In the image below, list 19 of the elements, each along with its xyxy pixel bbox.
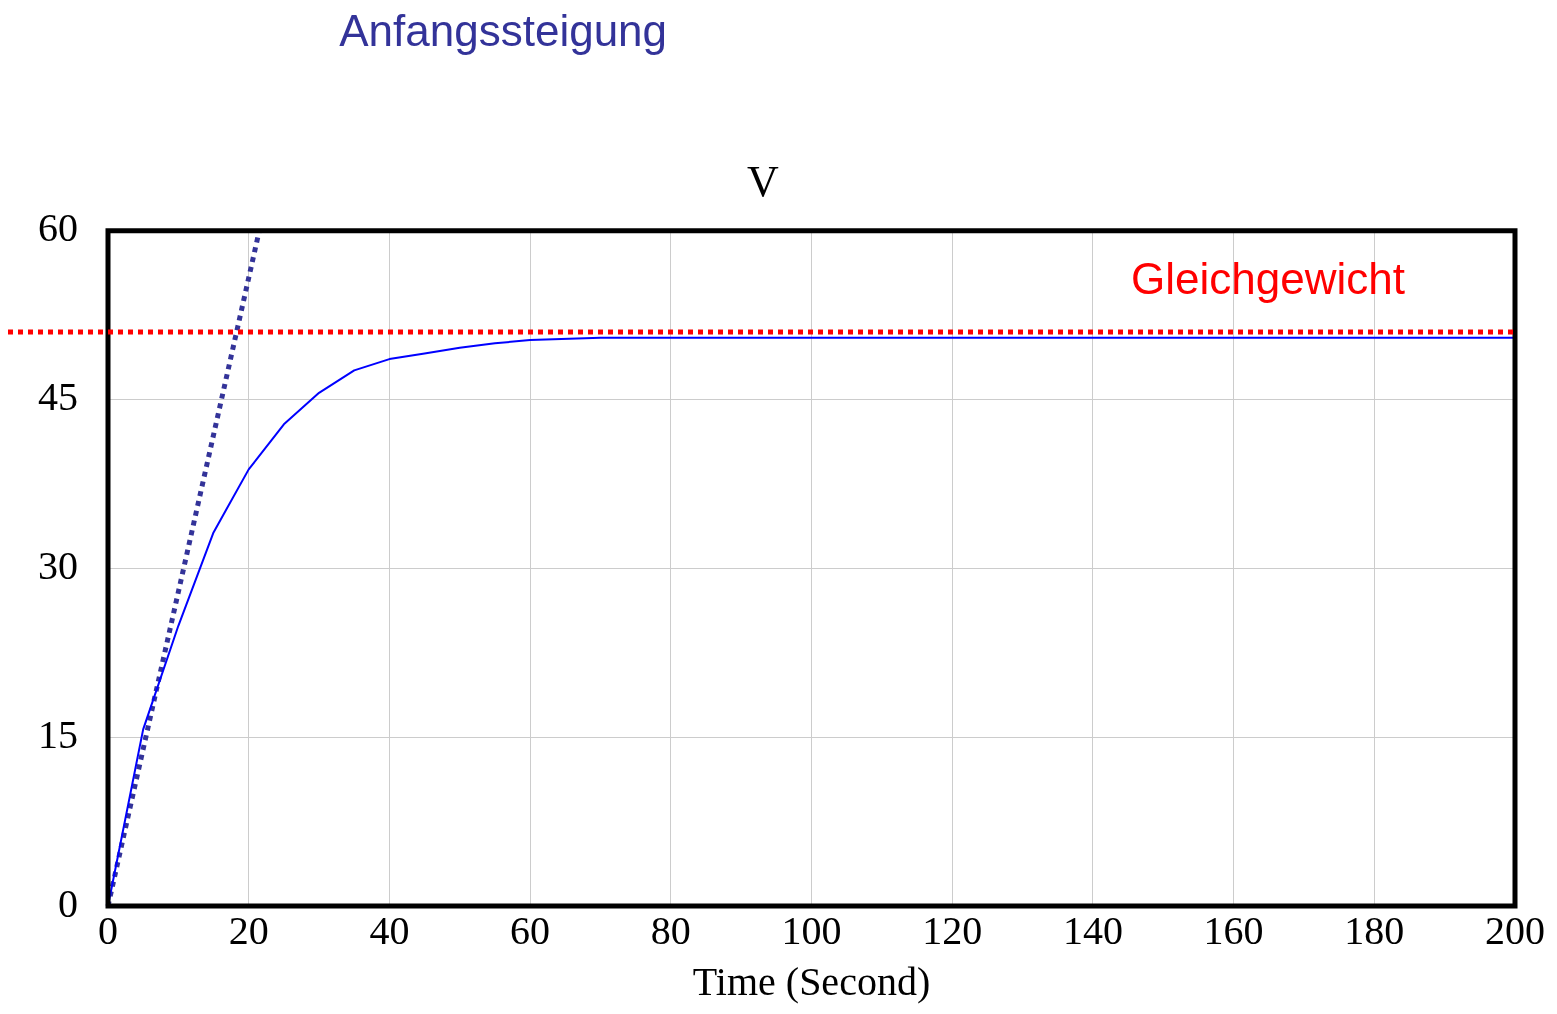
y-tick-label: 15: [38, 711, 78, 757]
ref-line-label: Gleichgewicht: [1131, 254, 1405, 304]
chart-title: V: [747, 156, 780, 206]
x-tick-label: 20: [228, 907, 269, 953]
x-tick-label: 180: [1344, 907, 1405, 953]
x-tick-label: 60: [510, 907, 551, 953]
x-tick-label: 40: [369, 907, 410, 953]
x-tick-label: 160: [1203, 907, 1264, 953]
x-tick-label: 0: [98, 907, 118, 953]
x-tick-label: 80: [650, 907, 691, 953]
x-tick-label: 120: [922, 907, 983, 953]
x-tick-label: 100: [781, 907, 842, 953]
y-tick-label: 30: [38, 542, 78, 588]
x-tick-label: 200: [1485, 907, 1545, 953]
x-axis-title: Time (Second): [692, 958, 931, 1004]
y-tick-label: 60: [38, 205, 78, 251]
x-tick-label: 140: [1062, 907, 1123, 953]
y-tick-label: 45: [38, 374, 78, 420]
text: Anfangssteigung: [339, 5, 668, 55]
